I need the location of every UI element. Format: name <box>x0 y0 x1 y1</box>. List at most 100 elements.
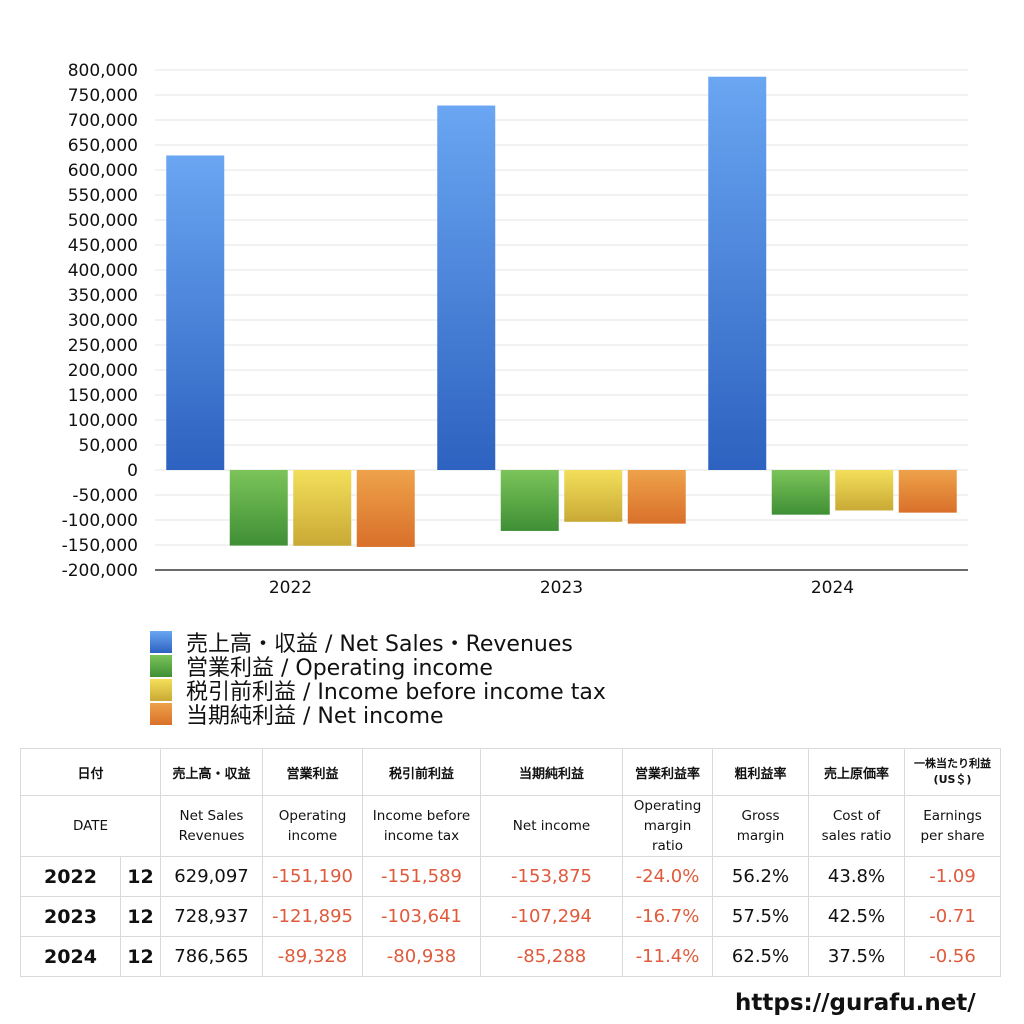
bar-chart: 800,000 750,000 700,000 650,000 600,000 550,0… <box>62 61 968 598</box>
y-tick-label: 750,000 <box>68 86 138 106</box>
bars <box>166 76 957 547</box>
y-tick-label: 550,000 <box>68 186 138 206</box>
y-tick-label: 200,000 <box>68 361 138 381</box>
row-opmargin: -11.4% <box>622 936 714 977</box>
legend-swatch <box>150 703 172 725</box>
y-tick-label: 800,000 <box>68 61 138 81</box>
legend-label: 当期純利益 / Net income <box>186 704 444 729</box>
table-header-en: DATE Net Sales Revenues Operating income… <box>19 795 1002 857</box>
y-tick-label: -150,000 <box>62 536 138 556</box>
row-opmargin: -16.7% <box>622 896 714 937</box>
row-month: 12 <box>119 896 162 937</box>
legend-item: 税引前利益 / Income before income tax <box>150 678 606 705</box>
row-cost: 43.8% <box>808 856 906 897</box>
th-eps-jp: 一株当たり利益 (US＄) <box>904 748 1002 796</box>
y-tick-label: 600,000 <box>68 161 138 181</box>
site-url: https://gurafu.net/ <box>735 990 976 1016</box>
legend-swatch <box>150 679 172 701</box>
y-tick-label: 100,000 <box>68 411 138 431</box>
row-year: 2023 <box>20 896 121 937</box>
th-date-en: DATE <box>19 795 162 857</box>
row-gross: 62.5% <box>712 936 810 977</box>
th-op-jp: 営業利益 <box>262 748 364 796</box>
legend-item: 当期純利益 / Net income <box>150 702 606 729</box>
table-row: 2023 12 728,937 -121,895 -103,641 -107,2… <box>20 896 1002 937</box>
legend-label: 税引前利益 / Income before income tax <box>186 680 606 705</box>
row-net: -85,288 <box>480 936 624 977</box>
th-gross-jp: 粗利益率 <box>712 748 810 796</box>
y-tick-label: -200,000 <box>62 561 138 581</box>
y-tick-label: 300,000 <box>68 311 138 331</box>
x-axis: 2022 2023 2024 <box>155 569 968 598</box>
x-tick-label: 2023 <box>540 578 583 598</box>
th-opmargin-en: Operating margin ratio <box>622 795 714 857</box>
bar-2023-series-3 <box>627 470 686 524</box>
legend-label: 営業利益 / Operating income <box>186 656 493 681</box>
y-tick-label: 150,000 <box>68 386 138 406</box>
th-eps-en: Earnings per share <box>904 795 1002 857</box>
y-tick-label: 700,000 <box>68 111 138 131</box>
th-cost-jp: 売上原価率 <box>808 748 906 796</box>
row-net: -107,294 <box>480 896 624 937</box>
th-gross-en: Gross margin <box>712 795 810 857</box>
row-year: 2022 <box>20 856 121 897</box>
bar-2022-series-0 <box>166 155 225 470</box>
bar-2023-series-1 <box>500 470 559 531</box>
x-tick-label: 2022 <box>269 578 312 598</box>
row-eps: -0.56 <box>904 936 1002 977</box>
y-tick-label: 350,000 <box>68 286 138 306</box>
bar-2024-series-0 <box>708 76 767 470</box>
table-header-jp: 日付 売上高・収益 営業利益 税引前利益 当期純利益 営業利益率 粗利益率 売上… <box>19 748 1002 796</box>
row-op: -89,328 <box>262 936 364 977</box>
th-pretax-en: Income before income tax <box>362 795 482 857</box>
th-cost-en: Cost of sales ratio <box>808 795 906 857</box>
y-axis-ticks: 800,000 750,000 700,000 650,000 600,000 550,0… <box>62 61 138 581</box>
y-tick-label: 400,000 <box>68 261 138 281</box>
row-net: -153,875 <box>480 856 624 897</box>
th-sales-jp: 売上高・収益 <box>160 748 264 796</box>
bar-2022-series-1 <box>229 470 288 546</box>
y-tick-label: 250,000 <box>68 336 138 356</box>
row-cost: 42.5% <box>808 896 906 937</box>
bar-2022-series-2 <box>293 470 352 546</box>
legend-item: 営業利益 / Operating income <box>150 654 606 681</box>
y-tick-label: 650,000 <box>68 136 138 156</box>
legend: 売上高・収益 / Net Sales・Revenues 営業利益 / Opera… <box>150 630 606 729</box>
row-cost: 37.5% <box>808 936 906 977</box>
th-pretax-jp: 税引前利益 <box>362 748 482 796</box>
legend-item: 売上高・収益 / Net Sales・Revenues <box>150 630 606 657</box>
th-op-en: Operating income <box>262 795 364 857</box>
legend-label: 売上高・収益 / Net Sales・Revenues <box>186 632 573 657</box>
row-year: 2024 <box>20 936 121 977</box>
bar-2024-series-1 <box>771 470 830 515</box>
bar-2024-series-3 <box>898 470 957 513</box>
row-eps: -0.71 <box>904 896 1002 937</box>
legend-swatch <box>150 655 172 677</box>
y-tick-label: 500,000 <box>68 211 138 231</box>
y-tick-label: 50,000 <box>79 436 138 456</box>
y-tick-label: -100,000 <box>62 511 138 531</box>
row-op: -121,895 <box>262 896 364 937</box>
row-eps: -1.09 <box>904 856 1002 897</box>
th-sales-en: Net Sales Revenues <box>160 795 264 857</box>
gridlines <box>155 69 968 571</box>
row-pretax: -151,589 <box>362 856 482 897</box>
th-opmargin-jp: 営業利益率 <box>622 748 714 796</box>
row-sales: 786,565 <box>160 936 264 977</box>
row-pretax: -103,641 <box>362 896 482 937</box>
row-op: -151,190 <box>262 856 364 897</box>
y-tick-label: 0 <box>127 461 138 481</box>
row-month: 12 <box>119 856 162 897</box>
bar-2022-series-3 <box>356 470 415 547</box>
row-opmargin: -24.0% <box>622 856 714 897</box>
th-net-jp: 当期純利益 <box>480 748 624 796</box>
row-sales: 728,937 <box>160 896 264 937</box>
x-tick-label: 2024 <box>811 578 854 598</box>
row-gross: 57.5% <box>712 896 810 937</box>
y-tick-label: 450,000 <box>68 236 138 256</box>
bar-2023-series-0 <box>437 105 496 471</box>
bar-2024-series-2 <box>835 470 894 511</box>
row-month: 12 <box>119 936 162 977</box>
th-net-en: Net income <box>480 795 624 857</box>
table-row: 2024 12 786,565 -89,328 -80,938 -85,288 … <box>20 936 1002 977</box>
